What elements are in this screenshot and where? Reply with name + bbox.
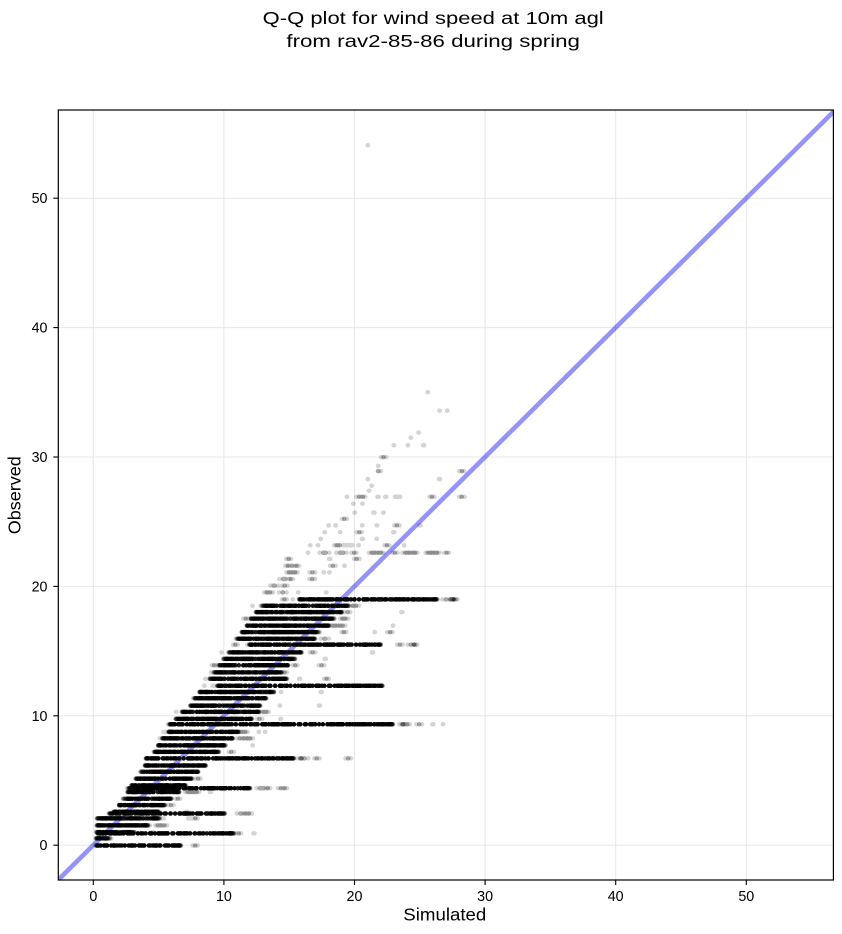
svg-text:10: 10 (32, 709, 48, 725)
svg-text:50: 50 (32, 191, 48, 207)
svg-text:20: 20 (347, 889, 363, 905)
svg-text:50: 50 (738, 889, 754, 905)
svg-text:Q-Q plot for wind speed at 10m: Q-Q plot for wind speed at 10m agl (263, 8, 604, 28)
svg-text:40: 40 (608, 889, 624, 905)
svg-text:0: 0 (89, 889, 97, 905)
svg-text:20: 20 (32, 579, 48, 595)
svg-text:40: 40 (32, 321, 48, 337)
svg-text:Simulated: Simulated (403, 905, 486, 925)
svg-text:0: 0 (40, 838, 48, 854)
svg-text:from rav2-85-86 during spring: from rav2-85-86 during spring (286, 31, 580, 51)
svg-text:Observed: Observed (5, 456, 25, 534)
svg-text:10: 10 (216, 889, 232, 905)
svg-text:30: 30 (32, 450, 48, 466)
svg-text:30: 30 (477, 889, 493, 905)
